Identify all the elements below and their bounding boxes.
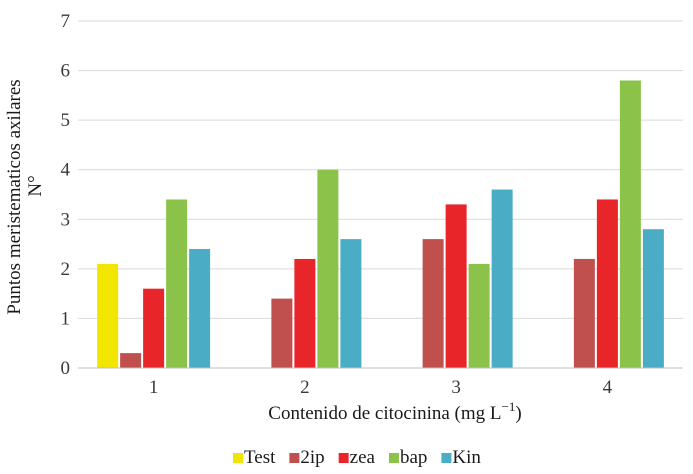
y-tick-label-5: 5 (61, 110, 71, 131)
bar-2ip-3 (422, 239, 444, 368)
bars (97, 80, 664, 368)
bar-zea-4 (596, 199, 618, 368)
x-tick-label-4: 4 (603, 377, 613, 398)
legend-swatch-zea (338, 453, 349, 463)
bar-kin-1 (189, 249, 211, 368)
bar-2ip-4 (573, 258, 595, 368)
bar-2ip-2 (271, 298, 293, 368)
x-axis-ticks: 1 2 3 4 (149, 377, 613, 398)
x-axis-title-main: Contenido de citocinina (mg L (268, 403, 501, 424)
bar-bap-1 (166, 199, 188, 368)
y-tick-label-4: 4 (61, 160, 71, 181)
y-tick-label-3: 3 (61, 209, 71, 230)
legend-label-kin: Kin (452, 447, 481, 468)
bar-bap-3 (468, 263, 490, 368)
x-tick-label-1: 1 (149, 377, 159, 398)
bar-bap-2 (317, 169, 339, 368)
legend-label-bap: bap (400, 447, 427, 468)
legend-swatch-test (233, 453, 243, 463)
y-axis-ticks: 0 1 2 3 4 5 6 7 (61, 11, 71, 379)
x-axis-title: Contenido de citocinina (mg L−1) (268, 399, 521, 424)
legend-label-test: Test (244, 447, 276, 468)
x-axis-title-sup: −1 (502, 399, 516, 414)
bar-kin-3 (491, 189, 513, 368)
legend: Test 2ip zea bap Kin (233, 447, 481, 468)
y-tick-label-1: 1 (61, 308, 71, 329)
y-tick-label-6: 6 (61, 61, 71, 82)
bar-2ip-1 (120, 353, 142, 368)
x-tick-label-2: 2 (300, 377, 310, 398)
x-axis-title-close: ) (515, 403, 521, 424)
y-axis-title-line1: Puntos meristematicos axilares (4, 79, 25, 314)
legend-swatch-kin (441, 453, 452, 463)
legend-label-2ip: 2ip (300, 447, 324, 468)
y-tick-label-2: 2 (61, 259, 71, 280)
legend-swatch-2ip (289, 453, 300, 463)
bar-kin-2 (340, 239, 362, 368)
y-axis-title: Puntos meristematicos axilares (4, 79, 25, 314)
bar-bap-4 (619, 80, 641, 368)
bar-zea-3 (445, 204, 467, 368)
legend-swatch-bap (388, 453, 399, 463)
y-tick-label-0: 0 (61, 358, 71, 379)
bar-zea-2 (294, 258, 316, 368)
y-tick-label-7: 7 (61, 11, 71, 32)
bar-zea-1 (143, 288, 165, 368)
bar-kin-4 (642, 229, 664, 368)
x-tick-label-3: 3 (451, 377, 461, 398)
y-axis-title-2: N° (25, 175, 46, 196)
legend-label-zea: zea (350, 447, 376, 468)
y-axis-title-line2: N° (25, 175, 46, 196)
bar-test-1 (97, 263, 119, 368)
